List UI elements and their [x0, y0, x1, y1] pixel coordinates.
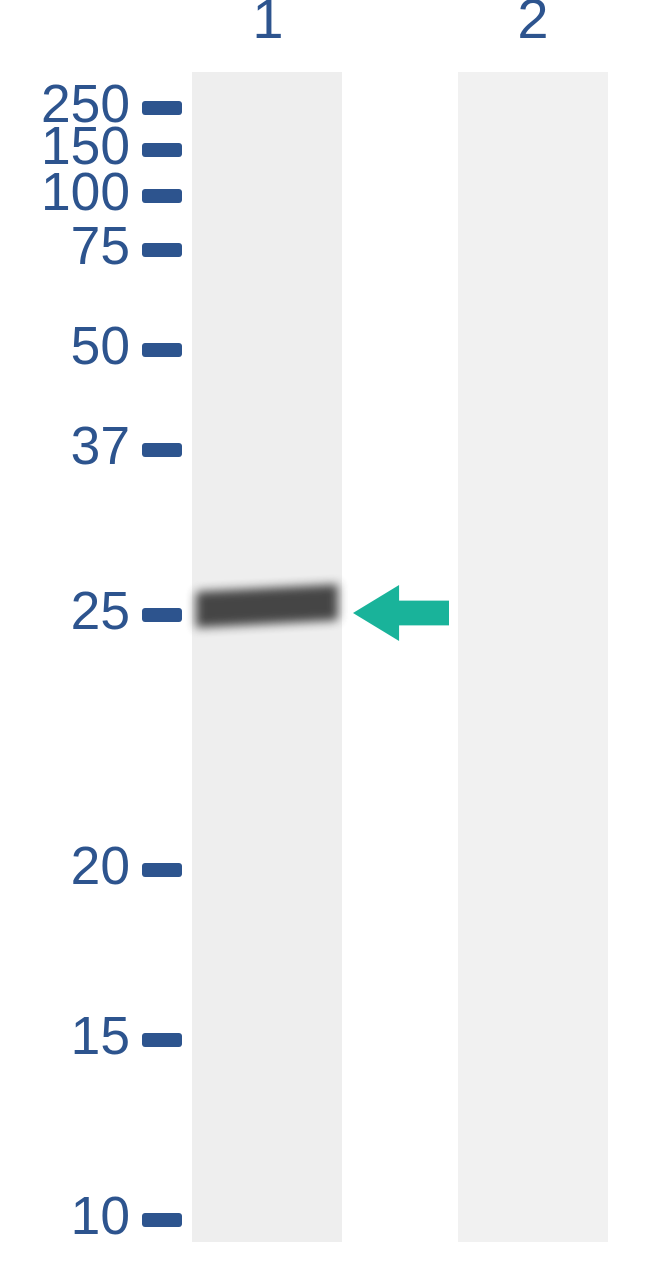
marker-dash-100 — [142, 189, 182, 203]
marker-dash-75 — [142, 243, 182, 257]
marker-dash-25 — [142, 608, 182, 622]
marker-label-100: 100 — [41, 162, 130, 223]
marker-dash-50 — [142, 343, 182, 357]
marker-dash-250 — [142, 101, 182, 115]
marker-dash-20 — [142, 863, 182, 877]
pointer-arrow-icon — [353, 585, 449, 641]
marker-dash-15 — [142, 1033, 182, 1047]
marker-label-75: 75 — [71, 216, 130, 277]
blot-figure: 1225015010075503725201510 — [0, 0, 650, 1270]
marker-label-25: 25 — [71, 581, 130, 642]
marker-dash-150 — [142, 143, 182, 157]
band-lane1 — [196, 584, 338, 627]
lane-header-2: 2 — [503, 0, 563, 51]
marker-label-10: 10 — [71, 1186, 130, 1247]
marker-label-37: 37 — [71, 416, 130, 477]
lane-2 — [458, 72, 608, 1242]
marker-label-20: 20 — [71, 836, 130, 897]
lane-1 — [192, 72, 342, 1242]
marker-dash-10 — [142, 1213, 182, 1227]
marker-dash-37 — [142, 443, 182, 457]
marker-label-15: 15 — [71, 1006, 130, 1067]
marker-label-50: 50 — [71, 316, 130, 377]
lane-header-1: 1 — [238, 0, 298, 51]
